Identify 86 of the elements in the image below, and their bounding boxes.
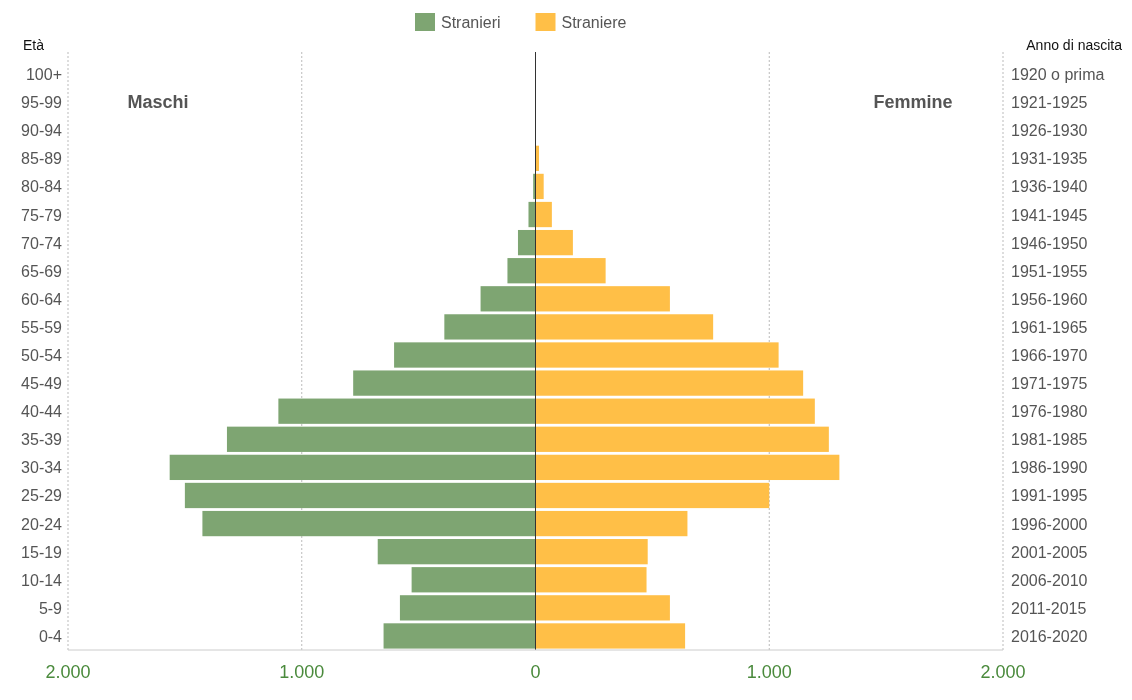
y-tick-label: 85-89 bbox=[21, 150, 63, 168]
bar bbox=[535, 510, 688, 537]
y-tick-label: 70-74 bbox=[21, 234, 63, 252]
bar bbox=[394, 342, 536, 368]
bar bbox=[535, 314, 714, 340]
annotation: Maschi bbox=[127, 92, 189, 113]
bar bbox=[278, 398, 536, 424]
bar bbox=[528, 201, 536, 228]
bar bbox=[444, 314, 536, 340]
y-tick-label: 55-59 bbox=[21, 318, 63, 336]
y-tick-label: 50-54 bbox=[21, 347, 63, 364]
y2-tick-label: 1936-1940 bbox=[1011, 178, 1088, 196]
y-tick-label: 40-44 bbox=[21, 403, 63, 421]
bar bbox=[535, 229, 573, 256]
y2-tick-label: 1976-1980 bbox=[1011, 403, 1088, 421]
bar bbox=[480, 286, 536, 312]
y2-tick-label: 1926-1930 bbox=[1011, 122, 1088, 140]
legend-label: Straniere bbox=[561, 14, 627, 31]
bar bbox=[383, 623, 536, 649]
y-tick-label: 80-84 bbox=[21, 178, 63, 196]
y2-tick-label: 1946-1950 bbox=[1011, 234, 1088, 252]
y-tick-label: 90-94 bbox=[21, 122, 63, 140]
bar bbox=[535, 482, 770, 509]
bar bbox=[535, 398, 815, 424]
y-tick-label: 20-24 bbox=[21, 515, 63, 533]
x-tick-label: 2.000 bbox=[45, 662, 91, 682]
y2-axis-title: Anno di nascita bbox=[1026, 37, 1123, 53]
bar bbox=[202, 510, 536, 537]
bar bbox=[535, 454, 840, 481]
annotation: Femmine bbox=[873, 92, 953, 113]
y-tick-label: 45-49 bbox=[21, 375, 63, 393]
x-tick-label: 2.000 bbox=[980, 662, 1026, 682]
bar bbox=[535, 567, 647, 593]
y2-tick-label: 2006-2010 bbox=[1011, 571, 1088, 589]
y-tick-label: 75-79 bbox=[21, 206, 63, 224]
y-tick-label: 100+ bbox=[25, 66, 62, 84]
bar bbox=[535, 623, 686, 649]
bar bbox=[169, 454, 536, 481]
y-axis-title: Età bbox=[23, 37, 45, 53]
y2-tick-label: 2001-2005 bbox=[1011, 543, 1088, 561]
y2-tick-label: 1996-2000 bbox=[1011, 515, 1088, 533]
bar bbox=[517, 229, 536, 256]
x-tick-label: 1.000 bbox=[279, 662, 325, 682]
y-tick-label: 25-29 bbox=[21, 487, 63, 505]
y-tick-label: 60-64 bbox=[21, 290, 63, 308]
y-tick-label: 95-99 bbox=[21, 94, 63, 112]
y2-tick-label: 1920 o prima bbox=[1011, 66, 1105, 84]
y2-tick-label: 2016-2020 bbox=[1011, 627, 1088, 645]
bar bbox=[535, 342, 779, 368]
y2-tick-label: 1956-1960 bbox=[1011, 290, 1088, 308]
y2-tick-label: 1951-1955 bbox=[1011, 262, 1088, 280]
bar bbox=[353, 370, 536, 396]
y-tick-label: 65-69 bbox=[21, 262, 63, 280]
bar bbox=[535, 370, 804, 396]
bar bbox=[535, 539, 648, 565]
y2-tick-label: 1961-1965 bbox=[1011, 318, 1088, 336]
y2-tick-label: 1981-1985 bbox=[1011, 431, 1088, 449]
y2-tick-label: 1966-1970 bbox=[1011, 347, 1088, 364]
bar bbox=[399, 595, 536, 621]
y2-tick-label: 1991-1995 bbox=[1011, 487, 1088, 505]
x-tick-label: 1.000 bbox=[746, 662, 792, 682]
y2-tick-label: 2011-2015 bbox=[1011, 599, 1087, 617]
bar bbox=[535, 173, 544, 200]
y-tick-label: 30-34 bbox=[21, 459, 63, 477]
y2-tick-label: 1941-1945 bbox=[1011, 206, 1088, 224]
bar bbox=[226, 426, 536, 452]
bar bbox=[535, 426, 829, 452]
bar bbox=[507, 258, 536, 284]
bar bbox=[535, 201, 552, 228]
y2-tick-label: 1931-1935 bbox=[1011, 150, 1088, 168]
y2-tick-label: 1921-1925 bbox=[1011, 94, 1088, 112]
y-tick-label: 15-19 bbox=[21, 543, 63, 561]
x-tick-label: 0 bbox=[530, 662, 541, 682]
y-tick-label: 5-9 bbox=[38, 599, 63, 617]
y-tick-label: 0-4 bbox=[38, 627, 63, 645]
y2-tick-label: 1971-1975 bbox=[1011, 375, 1088, 393]
y-tick-label: 10-14 bbox=[21, 571, 63, 589]
legend-label: Stranieri bbox=[441, 14, 501, 31]
bar bbox=[377, 539, 536, 565]
bar bbox=[535, 258, 606, 284]
bar bbox=[535, 286, 670, 312]
bar bbox=[411, 567, 536, 593]
y-tick-label: 35-39 bbox=[21, 431, 63, 449]
bar bbox=[535, 595, 670, 621]
y2-tick-label: 1986-1990 bbox=[1011, 459, 1088, 477]
bar bbox=[184, 482, 536, 509]
